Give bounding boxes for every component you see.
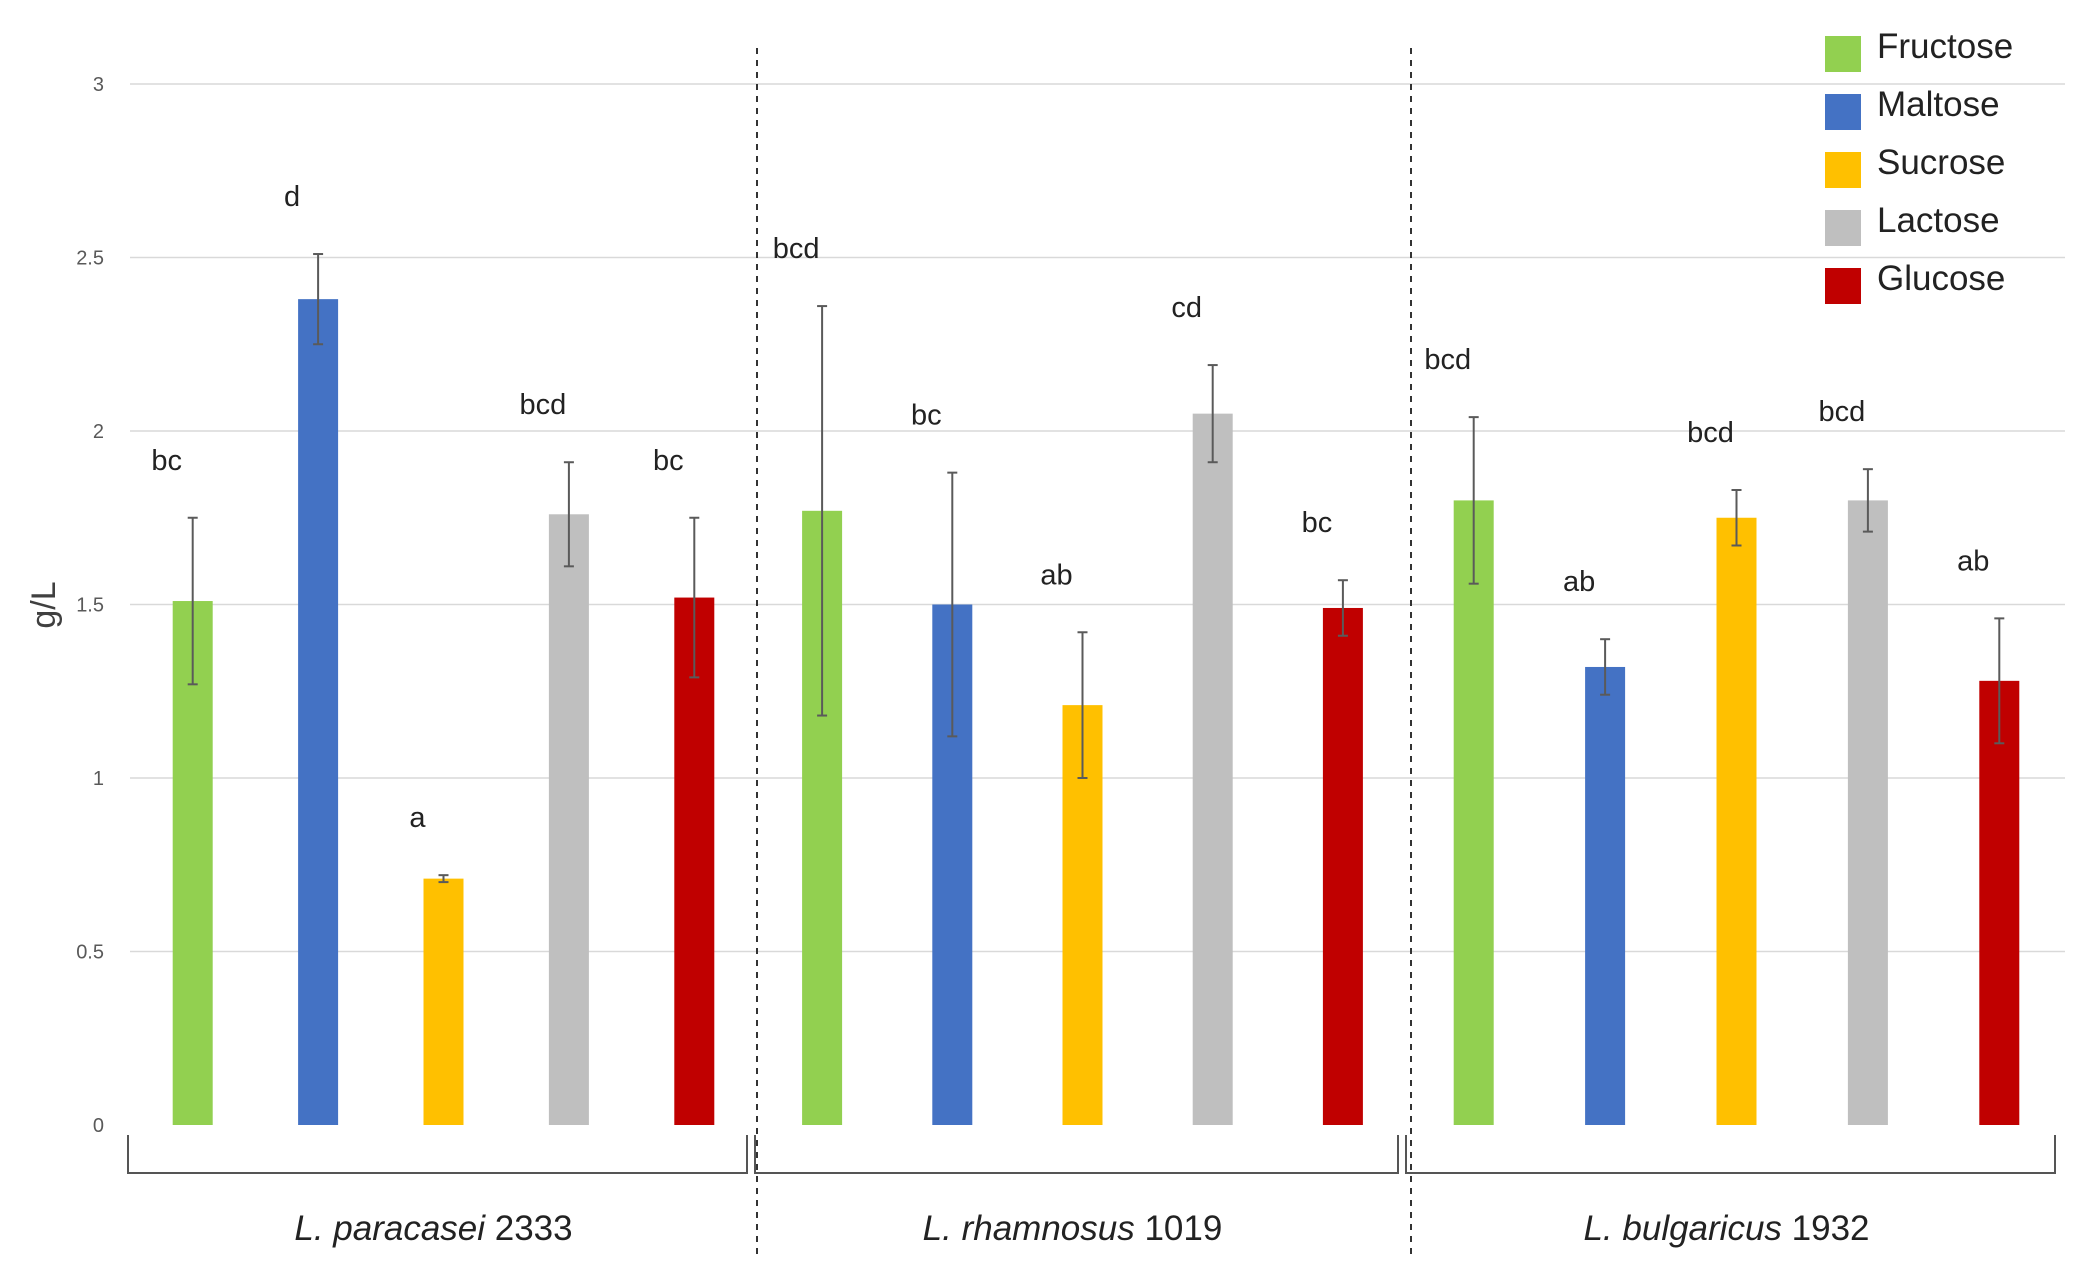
bar-lactose	[1847, 500, 1888, 1125]
group-dividers	[756, 48, 1412, 1260]
legend-swatch-fructose	[1825, 36, 1861, 72]
y-tick-label: 2	[93, 421, 104, 443]
y-tick-label: 0	[93, 1115, 104, 1137]
significance-letter: bcd	[1424, 344, 1471, 376]
y-tick-label: 2.5	[76, 248, 104, 270]
legend: Fructose Maltose Sucrose Lactose Glucose	[1825, 27, 2013, 304]
legend-swatch-lactose	[1825, 210, 1861, 246]
y-axis-ticks: 0 0.5 1 1.5 2 2.5 3	[76, 74, 104, 1137]
significance-letter: ab	[1040, 559, 1072, 591]
bars	[172, 299, 2020, 1125]
y-axis-label: g/L	[25, 581, 63, 628]
significance-letter: bcd	[1819, 396, 1866, 428]
significance-letter: ab	[1563, 566, 1595, 598]
group-bracket	[127, 1135, 748, 1174]
group-species: L. paracasei	[294, 1209, 486, 1248]
significance-letter: bcd	[773, 233, 820, 265]
group-strain: 2333	[485, 1209, 573, 1248]
y-tick-label: 1	[93, 768, 104, 790]
group-species: L. rhamnosus	[923, 1209, 1135, 1248]
significance-letter: ab	[1957, 545, 1989, 577]
significance-letter: cd	[1171, 292, 1202, 324]
group-label: L. paracasei 2333	[294, 1209, 572, 1248]
significance-letter: bc	[911, 400, 942, 432]
bar-glucose	[674, 597, 715, 1125]
bar-glucose	[1322, 607, 1363, 1125]
significance-letter: a	[409, 802, 426, 834]
bar-fructose	[172, 601, 213, 1125]
y-tick-label: 1.5	[76, 595, 104, 617]
bar-sucrose	[423, 878, 464, 1125]
group-bracket	[754, 1135, 1399, 1174]
bar-maltose	[298, 299, 339, 1125]
legend-label-fructose: Fructose	[1877, 27, 2013, 66]
legend-label-lactose: Lactose	[1877, 201, 2000, 240]
bar-lactose	[1192, 413, 1233, 1125]
legend-swatch-glucose	[1825, 268, 1861, 304]
group-braces	[127, 1135, 2056, 1174]
significance-letter: bcd	[520, 389, 567, 421]
bar-glucose	[1979, 680, 2020, 1125]
legend-label-glucose: Glucose	[1877, 259, 2005, 298]
significance-letter: bc	[1302, 507, 1333, 539]
legend-swatch-maltose	[1825, 94, 1861, 130]
legend-swatch-sucrose	[1825, 152, 1861, 188]
significance-letter: bcd	[1687, 417, 1734, 449]
group-label: L. bulgaricus 1932	[1583, 1209, 1869, 1248]
bar-fructose	[1453, 500, 1494, 1125]
group-species: L. bulgaricus	[1583, 1209, 1781, 1248]
y-tick-label: 0.5	[76, 942, 104, 964]
bar-lactose	[548, 514, 589, 1125]
group-strain: 1019	[1135, 1209, 1223, 1248]
significance-letter: d	[284, 181, 300, 213]
group-labels: L. paracasei 2333 L. rhamnosus 1019 L. bul…	[294, 1209, 1869, 1248]
group-label: L. rhamnosus 1019	[923, 1209, 1223, 1248]
significance-letter: bc	[653, 445, 684, 477]
error-bars	[187, 253, 2005, 884]
group-bracket	[1405, 1135, 2056, 1174]
bar-maltose	[1585, 666, 1626, 1125]
legend-label-maltose: Maltose	[1877, 85, 2000, 124]
legend-label-sucrose: Sucrose	[1877, 143, 2005, 182]
group-strain: 1932	[1782, 1209, 1870, 1248]
bar-sucrose	[1716, 517, 1757, 1125]
y-tick-label: 3	[93, 74, 104, 96]
significance-letter: bc	[151, 445, 182, 477]
